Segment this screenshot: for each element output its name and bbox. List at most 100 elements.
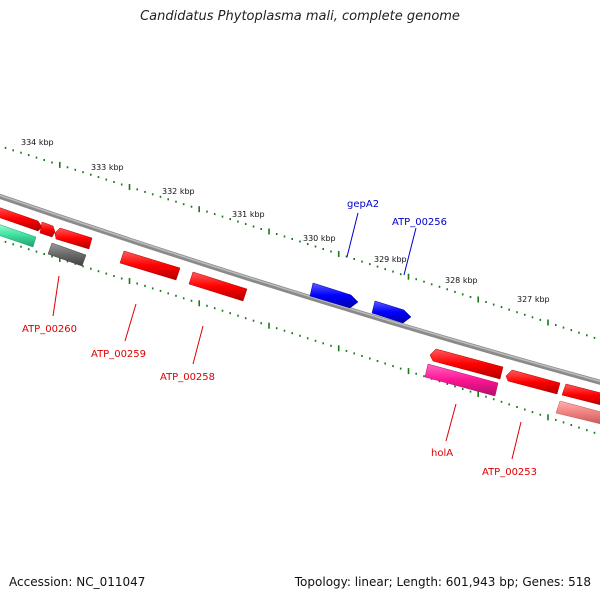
scale-minor-tick	[237, 220, 239, 223]
gene-feature[interactable]	[429, 348, 504, 380]
scale-minor-tick	[369, 263, 371, 266]
gene-label-ATP_00256[interactable]: ATP_00256	[392, 217, 447, 228]
scale-minor-tick	[167, 292, 169, 295]
scale-minor-tick	[562, 326, 565, 329]
scale-minor-tick	[97, 270, 100, 273]
scale-minor-tick	[353, 258, 355, 260]
scale-major-tick	[59, 161, 61, 168]
scale-minor-tick	[20, 245, 22, 248]
gene-feature-gepA2[interactable]	[309, 282, 359, 309]
gene-feature[interactable]	[47, 242, 87, 267]
scale-minor-tick	[43, 159, 45, 161]
scale-minor-tick	[361, 260, 363, 263]
scale-minor-tick	[291, 332, 293, 335]
gene-feature[interactable]	[54, 227, 93, 250]
scale-minor-tick	[4, 240, 7, 243]
scale-minor-tick	[423, 375, 425, 378]
scale-minor-tick	[516, 311, 518, 314]
scale-minor-tick	[113, 181, 115, 183]
scale-major-tick	[268, 228, 270, 235]
scale-label-334: 334 kbp	[21, 138, 54, 147]
scale-minor-tick	[469, 390, 472, 393]
scale-minor-tick	[345, 255, 348, 258]
scale-minor-tick	[500, 400, 503, 403]
scale-minor-tick	[190, 205, 193, 208]
gene-label-gepA2[interactable]: gepA2	[347, 199, 379, 210]
scale-minor-tick	[306, 243, 309, 245]
scale-minor-tick	[586, 334, 588, 337]
scale-major-tick	[337, 251, 340, 257]
scale-minor-tick	[384, 268, 386, 271]
scale-major-tick	[198, 206, 200, 213]
gene-label-ATP_00253[interactable]: ATP_00253	[482, 467, 537, 478]
scale-major-tick	[128, 184, 131, 190]
scale-minor-tick	[144, 190, 146, 193]
scale-minor-tick	[252, 225, 255, 228]
scale-minor-tick	[66, 260, 69, 263]
gene-feature[interactable]	[39, 221, 56, 238]
scale-minor-tick	[461, 388, 464, 390]
gene-label-ATP_00260[interactable]: ATP_00260	[22, 324, 77, 335]
scale-minor-tick	[167, 198, 169, 201]
gene-label-ATP_00258[interactable]: ATP_00258	[160, 372, 215, 383]
scale-minor-tick	[213, 213, 216, 216]
scale-minor-tick	[144, 284, 146, 287]
scale-minor-tick	[252, 319, 255, 322]
gene-label-ATP_00259[interactable]: ATP_00259	[91, 349, 146, 360]
gene-feature[interactable]	[119, 250, 181, 281]
scale-minor-tick	[446, 288, 448, 291]
scale-minor-tick	[299, 334, 301, 337]
scale-minor-tick	[508, 308, 510, 311]
gene-feature[interactable]	[505, 369, 561, 395]
scale-minor-tick	[175, 294, 177, 297]
scale-minor-tick	[90, 267, 92, 270]
gene-feature[interactable]	[561, 383, 600, 406]
gene-feature[interactable]	[0, 223, 37, 248]
gene-feature-holA[interactable]	[424, 363, 499, 397]
inner-scale-track	[4, 240, 596, 434]
scale-minor-tick	[229, 218, 231, 221]
gene-feature[interactable]	[188, 271, 248, 302]
scale-minor-tick	[120, 183, 123, 186]
scale-minor-tick	[454, 385, 456, 388]
scale-minor-tick	[260, 322, 262, 325]
scale-minor-tick	[51, 255, 53, 258]
scale-minor-tick	[586, 429, 588, 432]
scale-minor-tick	[492, 303, 495, 306]
scale-minor-tick	[531, 411, 534, 414]
scale-minor-tick	[555, 418, 557, 421]
scale-minor-tick	[244, 317, 247, 320]
scale-minor-tick	[314, 339, 317, 342]
scale-minor-tick	[74, 168, 77, 171]
scale-minor-tick	[306, 337, 309, 340]
scale-minor-tick	[330, 250, 332, 253]
scale-minor-tick	[485, 395, 487, 398]
scale-minor-tick	[82, 171, 84, 174]
scale-minor-tick	[190, 299, 193, 302]
scale-minor-tick	[438, 380, 441, 383]
scale-minor-tick	[175, 200, 177, 203]
outer-scale-track	[4, 146, 596, 339]
scale-minor-tick	[12, 243, 14, 246]
scale-label-330: 330 kbp	[303, 234, 336, 243]
scale-minor-tick	[206, 304, 208, 307]
scale-minor-tick	[151, 193, 154, 196]
gene-feature[interactable]	[0, 206, 43, 232]
scale-minor-tick	[430, 283, 433, 286]
map-title: Candidatus Phytoplasma mali, complete ge…	[140, 9, 460, 24]
scale-label-329: 329 kbp	[374, 255, 407, 264]
scale-minor-tick	[369, 357, 371, 360]
accession-text: Accession: NC_011047	[9, 575, 146, 589]
scale-major-tick	[59, 255, 61, 262]
scale-major-tick	[198, 300, 200, 307]
scale-minor-tick	[120, 277, 123, 280]
scale-minor-tick	[399, 273, 402, 276]
gene-feature-ATP_00256[interactable]	[371, 300, 412, 324]
gene-label-holA[interactable]: holA	[431, 448, 453, 459]
gene-feature-ATP_00253[interactable]	[555, 400, 600, 425]
scale-major-tick	[477, 391, 479, 398]
scale-major-tick	[268, 322, 270, 329]
scale-minor-tick	[454, 290, 456, 293]
scale-minor-tick	[539, 413, 542, 416]
scale-minor-tick	[461, 293, 464, 296]
